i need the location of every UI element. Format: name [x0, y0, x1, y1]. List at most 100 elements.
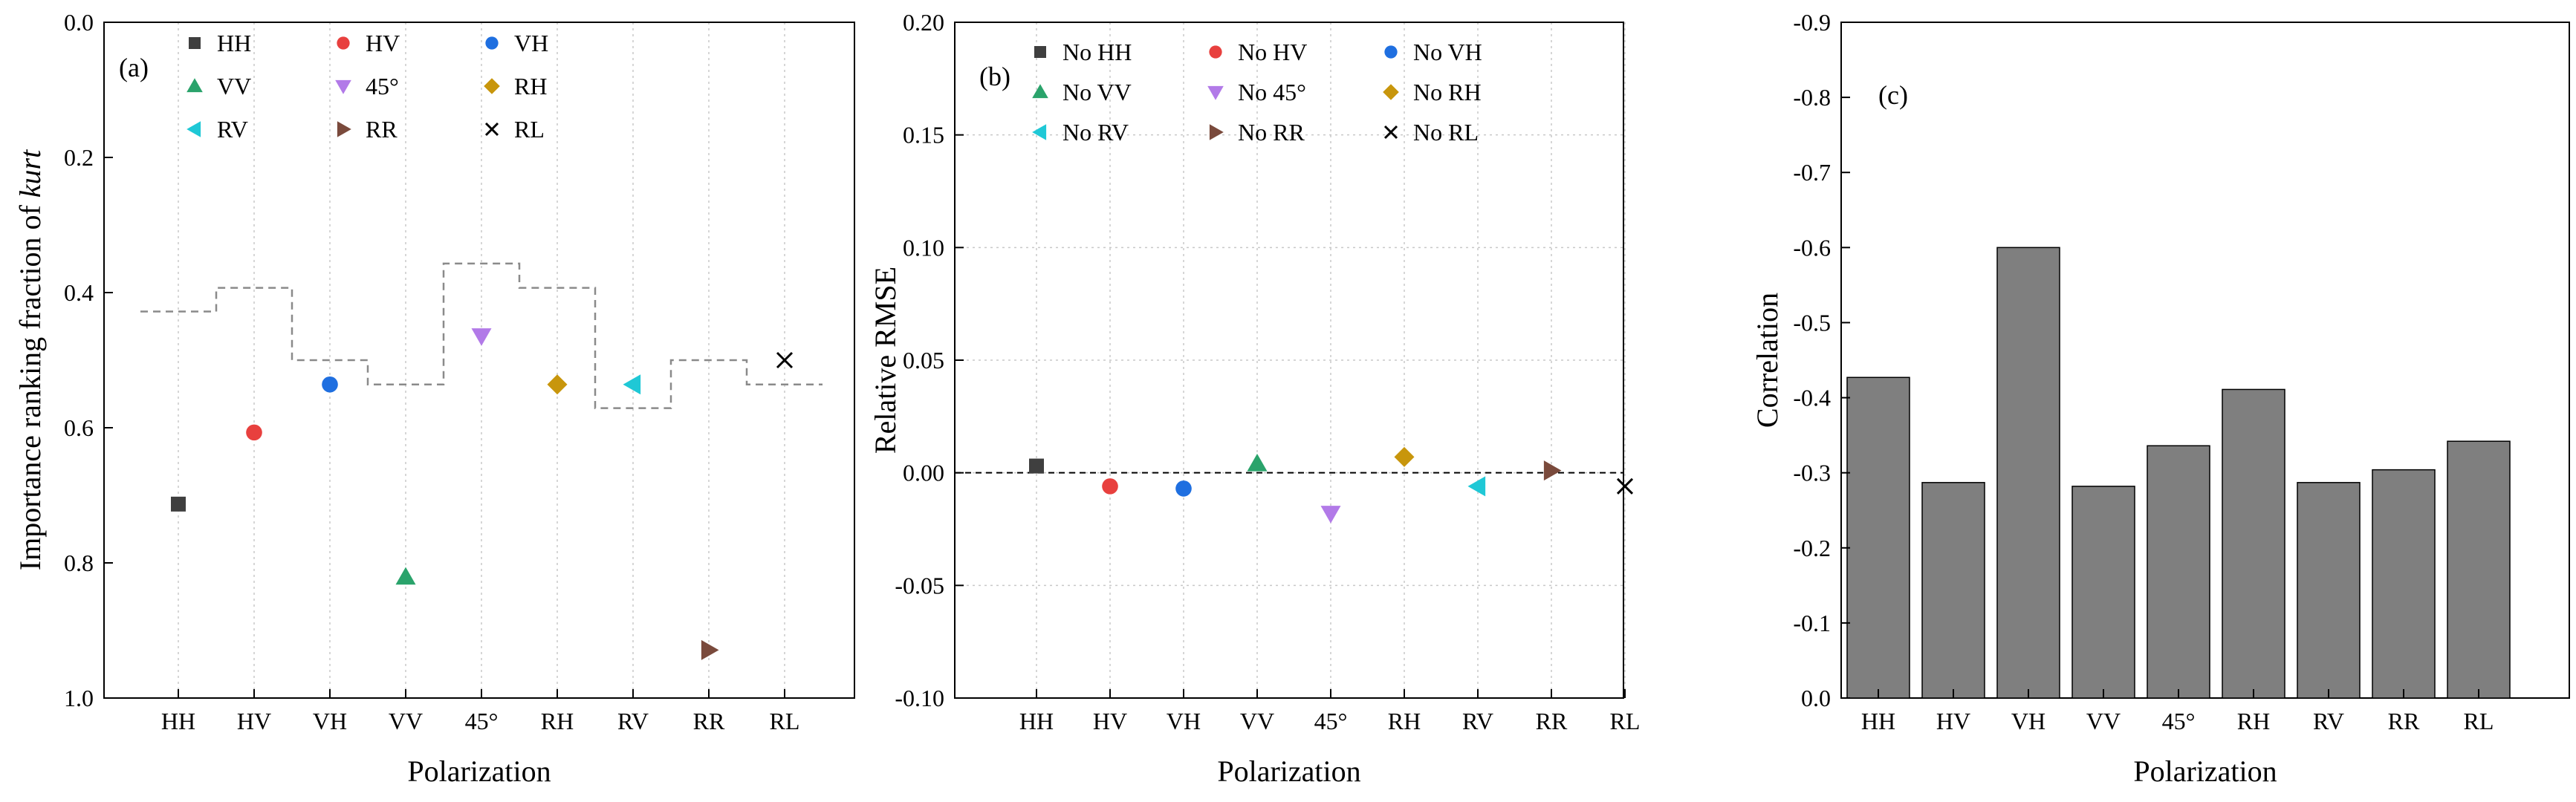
panel-b-y-tick-label: -0.10 [895, 685, 944, 711]
panel-b-legend-marker-no-rr [1209, 124, 1224, 140]
panel-a-point-rv [623, 374, 641, 395]
panel-a-x-tick-label-rl: RL [770, 708, 800, 734]
panel-b-point-no-hh [1029, 458, 1044, 474]
panel-b-point-no-rh [1394, 446, 1415, 467]
panel-c-y-tick-label: -0.9 [1793, 9, 1831, 36]
panel-c-y-tick-label: -0.6 [1793, 234, 1831, 261]
panel-a-x-tick-label-rv: RV [617, 708, 649, 734]
panel-b-x-tick-label-vv: VV [1240, 708, 1274, 734]
panel-c-y-tick-label: -0.4 [1793, 385, 1831, 411]
panel-c-y-tick-label: -0.5 [1793, 309, 1831, 336]
panel-c-bar-45deg [2147, 445, 2210, 699]
panel-b-x-axis-title: Polarization [1217, 754, 1360, 788]
panel-a-point-hv [246, 424, 262, 441]
panel-a-median-step-line [140, 262, 823, 409]
panel-c-bar-hv [1921, 482, 1985, 699]
panel-a-legend-label-rv: RV [217, 116, 248, 143]
panel-c-label: (c) [1878, 80, 1908, 110]
panel-c-x-tick-label-45deg: 45° [2162, 708, 2196, 734]
panel-a-legend-label-45deg: 45° [366, 73, 399, 100]
panel-b-legend-label-no-rv: No RV [1062, 119, 1129, 146]
panel-b-x-tick-label-hv: HV [1093, 708, 1127, 734]
panel-a-legend-label-rr: RR [366, 116, 398, 143]
panel-a-x-tick-label-rh: RH [541, 708, 574, 734]
panel-a-y-axis-title-text: Importance ranking fraction of [13, 198, 47, 570]
panel-a-legend-marker-rr [337, 121, 351, 137]
panel-b-legend-label-no-vv: No VV [1062, 79, 1132, 105]
panel-b-label: (b) [979, 62, 1010, 91]
panel-a-legend-label-vv: VV [217, 73, 251, 100]
panel-c-bar-rl [2447, 440, 2511, 699]
panel-c-y-tick-label: -0.3 [1793, 460, 1831, 486]
panel-b-point-no-rv [1467, 476, 1486, 497]
panel-a-legend-marker-rl [484, 122, 499, 137]
panel-b-point-no-hv [1102, 478, 1118, 495]
panel-b-x-tick-label-rr: RR [1536, 708, 1568, 734]
panel-a-point-45deg [471, 328, 492, 346]
panel-c-x-tick-label-vv: VV [2086, 708, 2121, 734]
panel-b-x-tick-label-rl: RL [1610, 708, 1641, 734]
panel-b-y-tick-label: 0.20 [903, 9, 944, 36]
panel-a-x-tick-label-45deg: 45° [465, 708, 499, 734]
panel-c-y-tick-label: 0.0 [1801, 685, 1831, 711]
panel-b-y-tick-label: 0.05 [903, 347, 944, 374]
panel-c-x-tick-label-hh: HH [1861, 708, 1895, 734]
panel-a-y-tick-label: 0.2 [64, 144, 94, 171]
panel-a-legend-marker-vh [485, 36, 499, 50]
panel-a-y-tick-label: 0.0 [64, 9, 94, 36]
panel-a-point-vh [322, 376, 338, 393]
panel-b-legend-marker-no-rl [1383, 125, 1398, 140]
panel-b-legend-label-no-rh: No RH [1413, 79, 1482, 105]
panel-c-bar-vv [2071, 486, 2135, 699]
panel-b-x-tick-label-hh: HH [1019, 708, 1054, 734]
panel-c-correlation: 0.0-0.1-0.2-0.3-0.4-0.5-0.6-0.7-0.8-0.9 … [1751, 9, 2570, 788]
panel-b-y-tick-label: -0.05 [895, 572, 944, 599]
panel-a-y-tick-label: 1.0 [64, 685, 94, 711]
panel-c-x-tick-label-rv: RV [2313, 708, 2344, 734]
panel-a-y-tick-label: 0.4 [64, 279, 94, 306]
panel-c-y-tick-label: -0.8 [1793, 84, 1831, 111]
panel-a-legend-marker-hh [189, 37, 201, 49]
panel-a-y-axis-title: Importance ranking fraction of kurt [13, 149, 47, 570]
panel-c-bar-rh [2222, 388, 2285, 699]
panel-b-legend-marker-no-hh [1034, 46, 1046, 58]
panel-b-relative-rmse: -0.10 -0.05 0.00 0.05 0.10 0.15 0.20 HH HV VH VV 4… [869, 9, 1640, 788]
panel-c-y-tick-label: -0.1 [1793, 610, 1831, 636]
panel-a-legend-marker-vv [186, 78, 203, 93]
panel-a-point-vv [395, 567, 416, 585]
panel-a-legend-label-vh: VH [514, 30, 548, 56]
panel-a-x-tick-label-hv: HV [237, 708, 271, 734]
panel-b-x-tick-label-vh: VH [1167, 708, 1201, 734]
panel-b-legend-label-no-rr: No RR [1238, 119, 1305, 146]
panel-b-legend-label-no-hv: No HV [1238, 39, 1307, 65]
panel-c-bar-rr [2372, 469, 2436, 699]
panel-b-legend-label-no-hh: No HH [1062, 39, 1132, 65]
panel-a-plot-frame [103, 22, 855, 699]
panel-a-point-rr [701, 639, 719, 660]
panel-a-legend-label-hv: HV [366, 30, 400, 56]
panel-b-legend-label-no-rl: No RL [1413, 119, 1479, 146]
panel-a-y-axis-title-variable: kurt [13, 149, 47, 198]
panel-c-bar-hh [1846, 376, 1910, 699]
panel-c-y-tick-label: -0.2 [1793, 535, 1831, 561]
panel-b-point-no-vh [1175, 480, 1192, 497]
panel-c-x-tick-label-rh: RH [2237, 708, 2270, 734]
panel-b-legend-label-no-vh: No VH [1413, 39, 1482, 65]
panel-c-x-tick-label-rr: RR [2388, 708, 2420, 734]
panel-c-x-tick-label-hv: HV [1936, 708, 1970, 734]
panel-a-x-tick-label-hh: HH [161, 708, 195, 734]
panel-c-x-tick-label-vh: VH [2011, 708, 2045, 734]
panel-a-legend-marker-rh [484, 78, 500, 94]
panel-c-x-axis-title: Polarization [2133, 754, 2277, 788]
panel-a-legend-marker-45deg [335, 79, 351, 94]
panel-c-y-tick-label: -0.7 [1793, 159, 1831, 186]
panel-a-legend-label-rl: RL [514, 116, 545, 143]
panel-b-point-no-rl [1616, 477, 1634, 495]
panel-b-point-no-rr [1543, 460, 1562, 481]
panel-b-legend-marker-no-vv [1032, 84, 1048, 99]
panel-a-legend-label-rh: RH [514, 73, 547, 100]
panel-a-importance-ranking: 0.0 0.2 0.4 0.6 0.8 1.0 HH HV VH VV 45° RH RV RR RL (… [13, 9, 855, 788]
panel-a-label: (a) [119, 53, 149, 82]
panel-b-x-tick-label-rv: RV [1462, 708, 1493, 734]
